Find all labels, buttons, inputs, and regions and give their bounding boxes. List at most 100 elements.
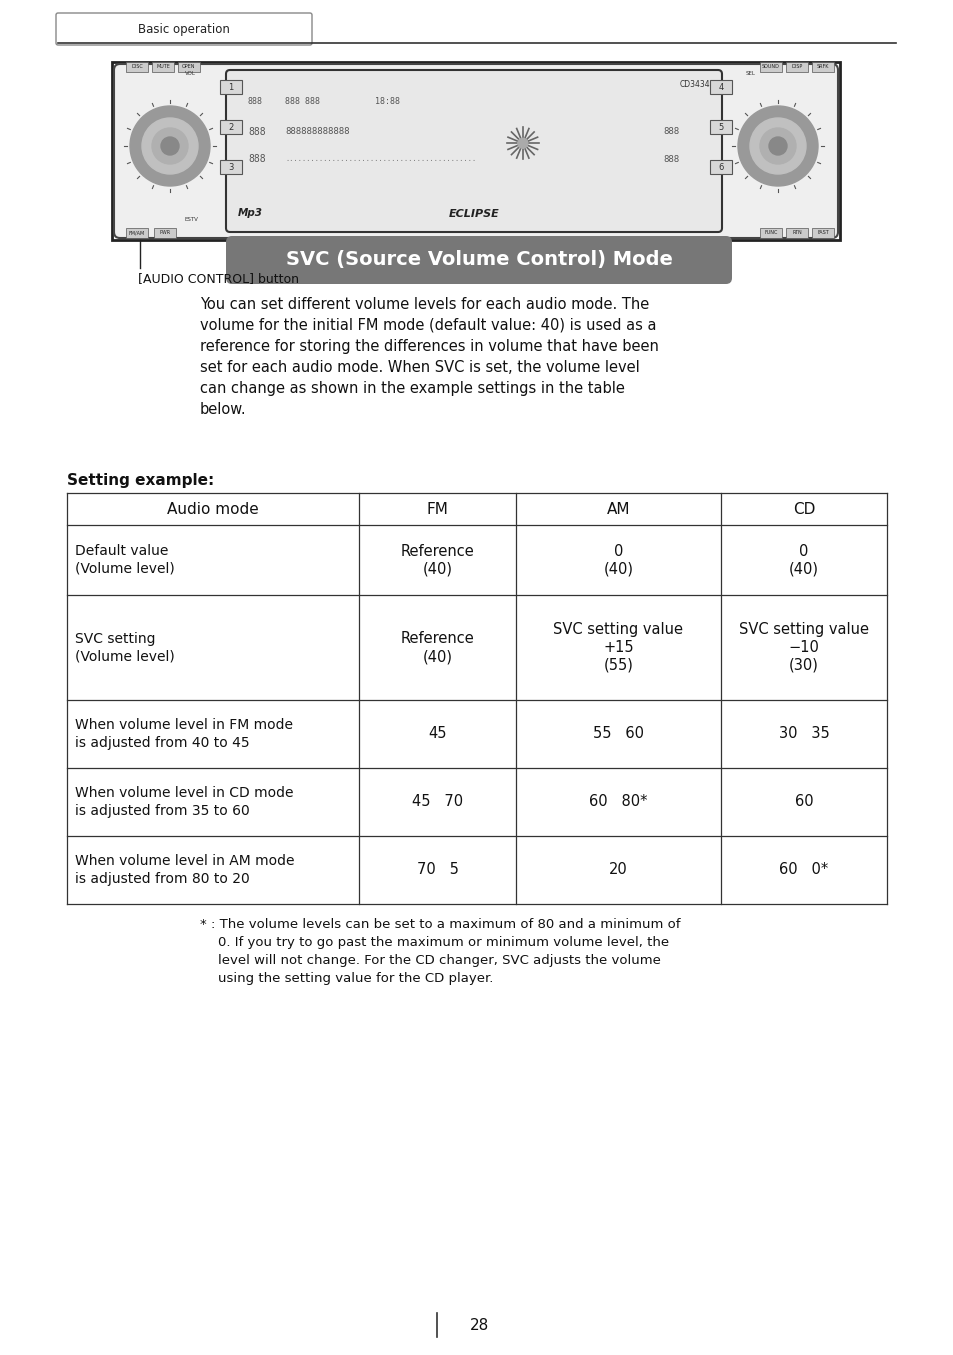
Text: Setting example:: Setting example: [67, 473, 214, 488]
Text: 4: 4 [718, 83, 723, 92]
Text: −10: −10 [788, 640, 819, 654]
Bar [760, 228, 781, 238]
Text: 0: 0 [799, 543, 808, 558]
Text: (30): (30) [788, 659, 818, 673]
Text: When volume level in CD mode: When volume level in CD mode [75, 786, 294, 799]
Text: RTN: RTN [791, 230, 801, 236]
Text: 1: 1 [228, 83, 233, 92]
Text: You can set different volume levels for each audio mode. The: You can set different volume levels for … [200, 297, 649, 312]
Text: FUNC: FUNC [763, 230, 777, 236]
Text: DISC: DISC [131, 65, 143, 69]
Bar [152, 62, 173, 72]
Circle shape [517, 138, 527, 148]
Circle shape [738, 106, 817, 186]
Bar [760, 62, 781, 72]
Text: Mp3: Mp3 [237, 209, 263, 218]
Bar [153, 228, 175, 238]
Text: MUTE: MUTE [156, 65, 170, 69]
Text: Reference: Reference [400, 631, 474, 646]
Text: ESTV: ESTV [185, 217, 198, 222]
Text: FM/AM: FM/AM [129, 230, 145, 236]
Text: SVC setting value: SVC setting value [553, 622, 682, 637]
Text: AM: AM [606, 501, 630, 516]
Text: (55): (55) [603, 659, 633, 673]
Bar [811, 62, 833, 72]
Text: * : The volume levels can be set to a maximum of 80 and a minimum of: * : The volume levels can be set to a ma… [200, 917, 679, 931]
Text: SRFK: SRFK [816, 65, 828, 69]
Text: DISP: DISP [791, 65, 801, 69]
Bar [709, 80, 731, 93]
Bar [220, 80, 242, 93]
Text: Audio mode: Audio mode [167, 501, 258, 516]
Text: (Volume level): (Volume level) [75, 562, 174, 576]
Text: 45: 45 [428, 726, 446, 741]
Text: OPEN: OPEN [182, 65, 195, 69]
Circle shape [142, 118, 198, 173]
Bar [126, 62, 148, 72]
Text: 30   35: 30 35 [778, 726, 828, 741]
Text: 888888888888: 888888888888 [285, 127, 349, 137]
Text: (40): (40) [788, 561, 818, 576]
FancyBboxPatch shape [226, 70, 721, 232]
Text: (40): (40) [422, 649, 452, 664]
Text: Default value: Default value [75, 543, 168, 558]
Text: ECLIPSE: ECLIPSE [448, 209, 498, 220]
Bar [811, 228, 833, 238]
Text: 45   70: 45 70 [412, 794, 462, 809]
Text: (40): (40) [603, 561, 633, 576]
Text: level will not change. For the CD changer, SVC adjusts the volume: level will not change. For the CD change… [218, 954, 660, 967]
Text: 0: 0 [613, 543, 622, 558]
Text: (Volume level): (Volume level) [75, 649, 174, 664]
Circle shape [152, 127, 188, 164]
Text: 28: 28 [470, 1317, 489, 1332]
Text: Basic operation: Basic operation [138, 23, 230, 35]
Text: 888: 888 [248, 127, 265, 137]
Text: 20: 20 [608, 863, 627, 878]
FancyBboxPatch shape [56, 14, 312, 45]
Text: SEL: SEL [745, 70, 755, 76]
Bar [785, 62, 807, 72]
Text: 888: 888 [662, 127, 679, 137]
Text: CD: CD [792, 501, 814, 516]
Text: below.: below. [200, 402, 247, 417]
Text: When volume level in FM mode: When volume level in FM mode [75, 718, 293, 732]
Circle shape [760, 127, 795, 164]
Text: PWR: PWR [159, 230, 171, 236]
Text: 0. If you try to go past the maximum or minimum volume level, the: 0. If you try to go past the maximum or … [218, 936, 668, 948]
Text: 888 888: 888 888 [285, 98, 319, 107]
Text: SVC setting value: SVC setting value [739, 622, 868, 637]
Text: 888: 888 [248, 98, 263, 107]
Text: 60: 60 [794, 794, 813, 809]
Text: is adjusted from 80 to 20: is adjusted from 80 to 20 [75, 873, 250, 886]
Text: CD3434: CD3434 [679, 80, 709, 89]
Text: 60   0*: 60 0* [779, 863, 828, 878]
Text: VOL: VOL [185, 70, 195, 76]
Text: Reference: Reference [400, 543, 474, 558]
Bar [220, 121, 242, 134]
Text: volume for the initial FM mode (default value: 40) is used as a: volume for the initial FM mode (default … [200, 318, 656, 333]
Text: 3: 3 [228, 163, 233, 172]
Bar [126, 228, 148, 238]
Text: 2: 2 [228, 122, 233, 131]
Text: is adjusted from 35 to 60: is adjusted from 35 to 60 [75, 804, 250, 818]
Circle shape [768, 137, 786, 154]
Bar [709, 160, 731, 173]
Text: FAST: FAST [817, 230, 828, 236]
Bar [112, 62, 840, 240]
Text: [AUDIO CONTROL] button: [AUDIO CONTROL] button [138, 272, 298, 285]
FancyBboxPatch shape [113, 64, 837, 238]
Text: (40): (40) [422, 561, 452, 576]
Text: 888: 888 [248, 154, 265, 164]
Bar [178, 62, 200, 72]
Text: 6: 6 [718, 163, 723, 172]
Text: 5: 5 [718, 122, 723, 131]
Text: using the setting value for the CD player.: using the setting value for the CD playe… [218, 972, 493, 985]
Text: SVC setting: SVC setting [75, 631, 155, 645]
Circle shape [749, 118, 805, 173]
Text: FM: FM [426, 501, 448, 516]
Text: set for each audio mode. When SVC is set, the volume level: set for each audio mode. When SVC is set… [200, 360, 639, 375]
Text: 70   5: 70 5 [416, 863, 458, 878]
Bar [785, 228, 807, 238]
Text: reference for storing the differences in volume that have been: reference for storing the differences in… [200, 339, 659, 354]
Text: SVC (Source Volume Control) Mode: SVC (Source Volume Control) Mode [285, 251, 672, 270]
